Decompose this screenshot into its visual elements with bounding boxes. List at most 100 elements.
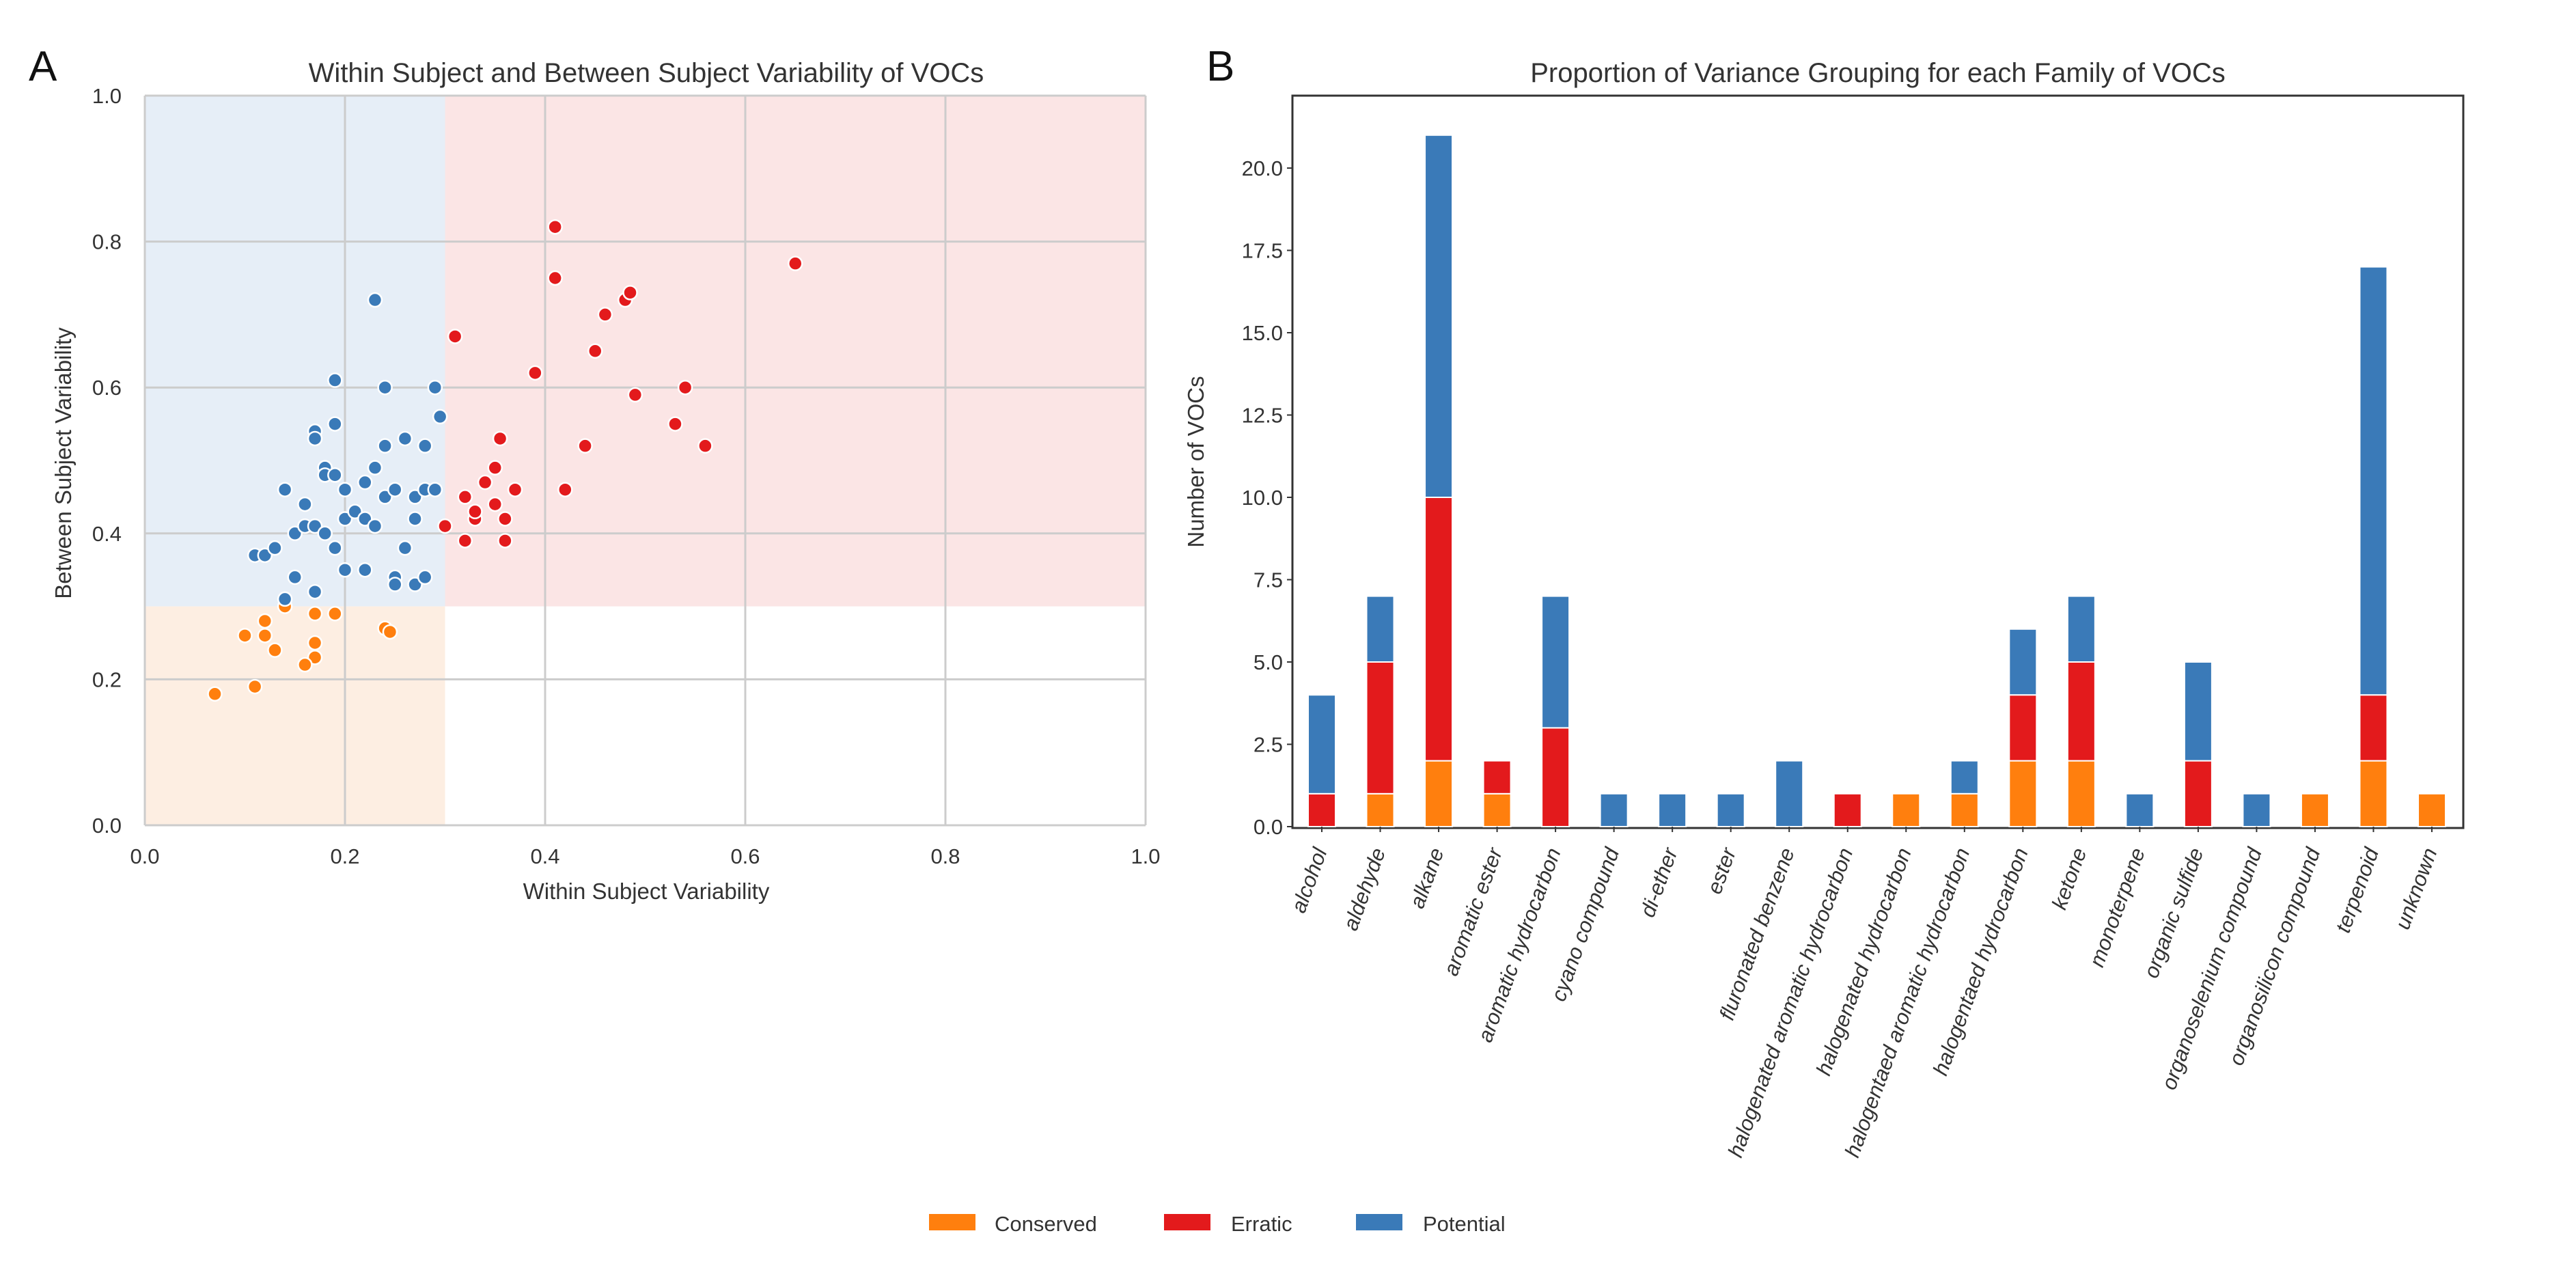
bar-stack-aldehyde bbox=[1366, 595, 1395, 828]
bar-segment-erratic bbox=[1541, 727, 1570, 828]
x-tick-label: 0.2 bbox=[330, 844, 359, 868]
point-erratic bbox=[557, 482, 573, 497]
bar-y-tick-label: 17.5 bbox=[1242, 239, 1283, 263]
legend: Conserved Erratic Potential bbox=[929, 1212, 1506, 1236]
bar-stack-halogenated-aromatic-hydrocarbon bbox=[1833, 792, 1862, 828]
bar-segment-potential bbox=[2066, 595, 2096, 663]
bar-y-axis-label: Number of VOCs bbox=[1183, 376, 1208, 547]
bar-segment-erratic bbox=[1833, 792, 1862, 828]
bar-segment-potential bbox=[1658, 792, 1687, 828]
point-potential bbox=[307, 430, 323, 447]
point-erratic bbox=[487, 460, 503, 475]
bar-segment-conserved bbox=[2008, 760, 2038, 827]
bar-segment-conserved bbox=[2359, 760, 2388, 827]
point-erratic bbox=[622, 285, 638, 301]
x-tick-label: 0.6 bbox=[730, 844, 760, 868]
bar-segment-erratic bbox=[1307, 792, 1336, 828]
bar-stacks bbox=[1307, 134, 2446, 828]
x-tick-label: 0.0 bbox=[130, 844, 159, 868]
point-conserved bbox=[297, 657, 313, 673]
bar-segment-conserved bbox=[1482, 792, 1512, 828]
point-erratic bbox=[492, 430, 508, 447]
point-potential bbox=[367, 518, 383, 534]
bar-segment-erratic bbox=[2066, 661, 2096, 762]
point-potential bbox=[337, 482, 353, 497]
bar-segment-erratic bbox=[2359, 694, 2388, 762]
bar-segment-conserved bbox=[2418, 792, 2446, 828]
point-potential bbox=[337, 562, 353, 578]
bar-stack-fluronated-benzene bbox=[1775, 760, 1804, 827]
region-potential bbox=[145, 96, 445, 607]
y-tick-label: 0.4 bbox=[92, 522, 122, 546]
point-potential bbox=[387, 482, 403, 497]
point-conserved bbox=[267, 642, 283, 658]
point-erratic bbox=[527, 365, 543, 381]
point-conserved bbox=[207, 686, 223, 702]
x-tick-label: 0.4 bbox=[530, 844, 559, 868]
point-erratic bbox=[547, 270, 563, 286]
point-conserved bbox=[327, 606, 343, 622]
panel-b-letter: B bbox=[1206, 43, 1234, 90]
point-potential bbox=[367, 460, 383, 475]
bar-stack-aromatic-ester bbox=[1482, 760, 1512, 828]
bar-segment-potential bbox=[1366, 595, 1395, 663]
point-potential bbox=[357, 474, 373, 491]
point-potential bbox=[377, 379, 393, 396]
bar-segment-potential bbox=[1424, 134, 1454, 499]
point-erratic bbox=[437, 518, 453, 534]
scatter-regions bbox=[145, 96, 1146, 825]
bar-stack-ketone bbox=[2066, 595, 2096, 827]
point-potential bbox=[432, 409, 448, 425]
bar-stack-alkane bbox=[1424, 134, 1454, 827]
point-erratic bbox=[497, 533, 513, 549]
region-conserved bbox=[145, 606, 445, 825]
point-potential bbox=[407, 511, 423, 527]
scatter-x-axis-label: Within Subject Variability bbox=[523, 879, 770, 904]
scatter-points bbox=[207, 219, 803, 702]
point-potential bbox=[277, 591, 293, 607]
bar-segment-erratic bbox=[2008, 694, 2038, 762]
point-potential bbox=[327, 467, 343, 483]
bar-segment-conserved bbox=[2066, 760, 2096, 827]
bar-title: Proportion of Variance Grouping for each… bbox=[1530, 58, 2226, 88]
bar-segment-erratic bbox=[1366, 661, 1395, 795]
bar-segment-potential bbox=[2183, 661, 2213, 762]
bar-stack-halogentaed-hydrocarbon bbox=[2008, 628, 2038, 827]
bar-segment-conserved bbox=[1424, 760, 1454, 827]
legend-swatch-conserved bbox=[929, 1214, 975, 1230]
scatter-gridlines bbox=[143, 94, 1147, 827]
point-potential bbox=[367, 292, 383, 308]
point-potential bbox=[417, 438, 433, 454]
bar-y-tick-label: 12.5 bbox=[1242, 404, 1283, 428]
bar-segment-potential bbox=[1599, 792, 1629, 828]
bar-stack-organosilicon-compound bbox=[2300, 792, 2329, 828]
point-potential bbox=[327, 540, 343, 556]
y-tick-label: 0.0 bbox=[92, 814, 122, 838]
point-erratic bbox=[457, 489, 473, 505]
point-erratic bbox=[677, 379, 693, 396]
point-erratic bbox=[577, 438, 593, 454]
legend-label-conserved: Conserved bbox=[995, 1212, 1097, 1236]
bar-segment-erratic bbox=[2183, 760, 2213, 827]
scatter-y-axis-label: Between Subject Variability bbox=[51, 327, 76, 599]
scatter-x-ticks: 0.0 0.2 0.4 0.6 0.8 1.0 bbox=[130, 844, 1160, 868]
bar-stack-halogenated-hydrocarbon bbox=[1892, 792, 1921, 828]
point-erratic bbox=[447, 329, 463, 344]
point-potential bbox=[327, 372, 343, 388]
point-erratic bbox=[457, 533, 473, 549]
bar-stack-cyano-compound bbox=[1599, 792, 1629, 828]
point-erratic bbox=[627, 387, 643, 403]
point-potential bbox=[427, 482, 443, 497]
legend-swatch-erratic bbox=[1164, 1214, 1210, 1230]
bar-segment-conserved bbox=[1950, 792, 1979, 828]
bar-stack-unknown bbox=[2418, 792, 2446, 828]
legend-label-erratic: Erratic bbox=[1231, 1212, 1292, 1236]
bar-y-tick-label: 0.0 bbox=[1254, 815, 1283, 839]
scatter-panel: A Within Subject and Between Subject Var… bbox=[29, 43, 1161, 904]
legend-swatch-potential bbox=[1356, 1214, 1402, 1230]
bar-stack-ester bbox=[1716, 792, 1745, 828]
panel-a-letter: A bbox=[29, 43, 57, 90]
point-potential bbox=[387, 577, 403, 592]
point-potential bbox=[327, 416, 343, 432]
bar-stack-alcohol bbox=[1307, 694, 1336, 828]
